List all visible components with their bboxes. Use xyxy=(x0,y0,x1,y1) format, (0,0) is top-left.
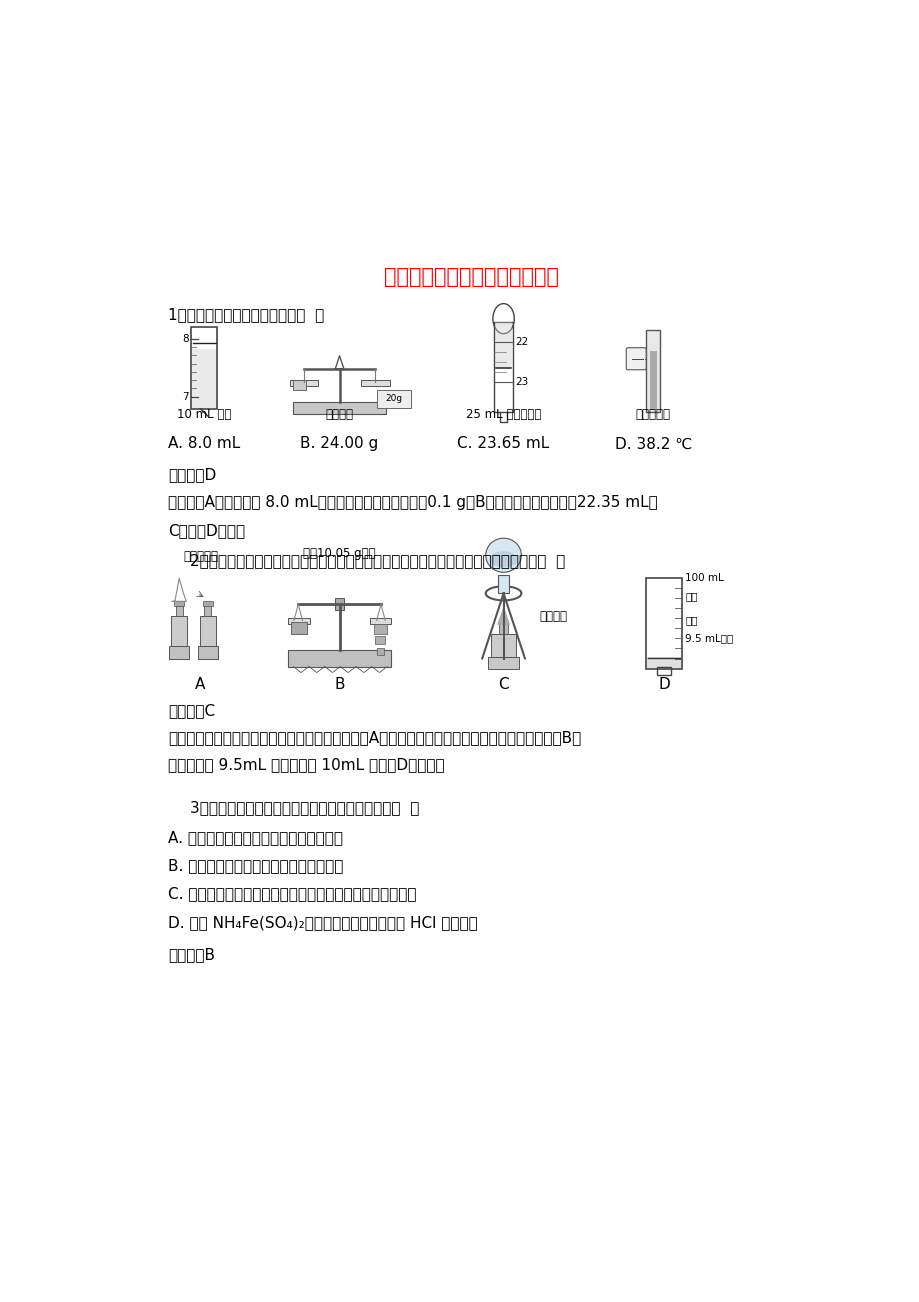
Ellipse shape xyxy=(485,538,521,573)
Bar xyxy=(174,602,184,607)
Text: 3．下列有关试剂保存或实验操作的叙述正确的是（  ）: 3．下列有关试剂保存或实验操作的叙述正确的是（ ） xyxy=(189,801,419,815)
Text: 10 mL 量筒: 10 mL 量筒 xyxy=(176,409,231,422)
Bar xyxy=(487,656,518,668)
Bar xyxy=(649,350,656,410)
Text: 1．下列定量仪器读数正确的是（  ）: 1．下列定量仪器读数正确的是（ ） xyxy=(168,307,324,322)
Bar xyxy=(171,616,187,647)
Bar xyxy=(288,651,391,667)
Text: A. 8.0 mL: A. 8.0 mL xyxy=(168,436,240,452)
Bar xyxy=(176,607,183,616)
Bar xyxy=(169,647,189,659)
Polygon shape xyxy=(497,608,509,625)
Text: 体温温度计: 体温温度计 xyxy=(635,409,670,422)
Bar xyxy=(288,618,310,625)
Text: 【答案】B: 【答案】B xyxy=(168,947,215,962)
Bar xyxy=(646,656,680,668)
Text: 液体加热: 液体加热 xyxy=(539,609,567,622)
Bar xyxy=(192,349,216,408)
Text: 称量10.05 g固体: 称量10.05 g固体 xyxy=(303,547,376,560)
Bar xyxy=(497,575,509,594)
Text: 20g: 20g xyxy=(385,395,402,404)
Bar xyxy=(645,329,660,411)
Text: 【解析】不能用燃着的酒精灯点燃另一只酒精灯，A不正确；托盘天平不能精确到小数点后两位，B不: 【解析】不能用燃着的酒精灯点燃另一只酒精灯，A不正确；托盘天平不能精确到小数点后… xyxy=(168,730,581,745)
Bar xyxy=(656,667,671,674)
Ellipse shape xyxy=(489,551,517,568)
Bar xyxy=(199,616,215,647)
Bar xyxy=(335,599,344,611)
Bar xyxy=(376,648,383,655)
Text: 7: 7 xyxy=(182,392,188,401)
Text: B. 24.00 g: B. 24.00 g xyxy=(301,436,379,452)
Text: 23: 23 xyxy=(515,376,528,387)
Text: 正确；量取 9.5mL 液体应使用 10mL 量筒，D不正确。: 正确；量取 9.5mL 液体应使用 10mL 量筒，D不正确。 xyxy=(168,758,445,772)
Text: 25 mL 酸式滴定管: 25 mL 酸式滴定管 xyxy=(465,409,540,422)
Bar xyxy=(490,634,516,656)
Text: 托盘天平: 托盘天平 xyxy=(325,409,353,422)
Bar xyxy=(293,402,386,414)
Text: 【解析】A项读数小于 8.0 mL，错误；托盘天平精确度为0.1 g，B错误；滴定管读数应为22.35 mL，: 【解析】A项读数小于 8.0 mL，错误；托盘天平精确度为0.1 g，B错误；滴… xyxy=(168,495,657,509)
Text: 量取: 量取 xyxy=(685,616,698,625)
Text: 9.5 mL液体: 9.5 mL液体 xyxy=(685,634,732,643)
Text: B: B xyxy=(334,677,345,693)
Text: D. 配制 NH₄Fe(SO₄)₂标准溶液时，加入一定量 HCl 以防水解: D. 配制 NH₄Fe(SO₄)₂标准溶液时，加入一定量 HCl 以防水解 xyxy=(168,915,478,930)
Text: A: A xyxy=(195,677,206,693)
Text: 【答案】D: 【答案】D xyxy=(168,467,217,483)
Bar xyxy=(204,607,211,616)
Text: C错误；D正确。: C错误；D正确。 xyxy=(168,522,245,538)
Text: C. 酸碱中和滴定实验中，锥形瓶用蒸馏水洗涤后，需要干燥: C. 酸碱中和滴定实验中，锥形瓶用蒸馏水洗涤后，需要干燥 xyxy=(168,887,416,901)
Bar xyxy=(198,647,218,659)
Bar xyxy=(494,322,512,411)
Bar xyxy=(293,380,306,389)
Bar xyxy=(369,618,391,625)
Bar xyxy=(289,380,318,385)
Text: B. 用溴的四氯化碳溶液除去甲烷中的乙烯: B. 用溴的四氯化碳溶液除去甲烷中的乙烯 xyxy=(168,858,344,874)
Bar xyxy=(202,602,212,607)
Text: D. 38.2 ℃: D. 38.2 ℃ xyxy=(614,436,691,452)
Text: 2．具备基本化学实验技能是进行科学探究的基础和保证。下列有关实验操作正确的是（  ）: 2．具备基本化学实验技能是进行科学探究的基础和保证。下列有关实验操作正确的是（ … xyxy=(189,553,564,568)
FancyBboxPatch shape xyxy=(626,348,645,370)
Bar xyxy=(373,625,386,634)
Text: 【答案】C: 【答案】C xyxy=(168,703,215,719)
Bar xyxy=(645,578,681,668)
Text: D: D xyxy=(657,677,669,693)
Text: 点燃酒精灯: 点燃酒精灯 xyxy=(183,551,218,564)
Text: 量筒: 量筒 xyxy=(685,591,698,602)
Bar xyxy=(191,327,217,409)
Text: 100 mL: 100 mL xyxy=(685,573,723,583)
Bar xyxy=(499,625,507,634)
Text: C: C xyxy=(498,677,508,693)
Text: 化学实验的常用仪器和基本操作: 化学实验的常用仪器和基本操作 xyxy=(383,267,559,286)
Bar xyxy=(360,380,389,385)
Text: 22: 22 xyxy=(515,337,528,346)
Text: A. 浓硝酸保存在棕色带橡胶塞的试剂瓶中: A. 浓硝酸保存在棕色带橡胶塞的试剂瓶中 xyxy=(168,831,343,845)
Bar xyxy=(376,389,411,408)
Bar xyxy=(375,637,385,644)
Bar xyxy=(290,622,306,634)
Bar xyxy=(494,322,512,367)
Text: C. 23.65 mL: C. 23.65 mL xyxy=(457,436,550,452)
Text: 8: 8 xyxy=(182,335,188,344)
